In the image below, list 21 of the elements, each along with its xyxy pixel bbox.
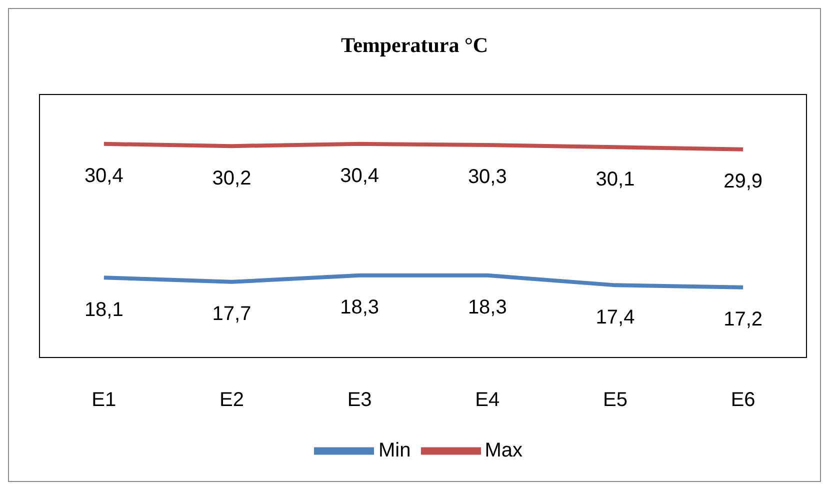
data-label: 18,1 xyxy=(84,298,124,321)
data-label: 17,4 xyxy=(596,306,635,328)
x-tick-label: E1 xyxy=(92,389,116,412)
data-label: 17,2 xyxy=(724,308,763,331)
data-label: 18,3 xyxy=(468,296,507,319)
x-tick-label: E3 xyxy=(347,389,372,412)
data-label: 30,3 xyxy=(468,166,507,188)
data-label: 29,9 xyxy=(724,170,763,193)
legend-label: Min xyxy=(378,439,411,462)
data-label: 30,4 xyxy=(84,165,124,188)
x-tick-label: E4 xyxy=(475,389,500,412)
data-label: 30,2 xyxy=(212,167,252,190)
x-tick-label: E6 xyxy=(730,389,756,412)
data-label: 17,7 xyxy=(212,303,252,326)
data-label: 18,3 xyxy=(340,296,380,319)
chart-title: Temperatura °C xyxy=(340,33,490,58)
legend-label: Max xyxy=(484,439,523,462)
data-label: 30,4 xyxy=(340,165,380,188)
data-label: 30,1 xyxy=(596,168,635,190)
x-tick-label: E2 xyxy=(220,389,244,412)
x-tick-label: E5 xyxy=(603,389,628,412)
